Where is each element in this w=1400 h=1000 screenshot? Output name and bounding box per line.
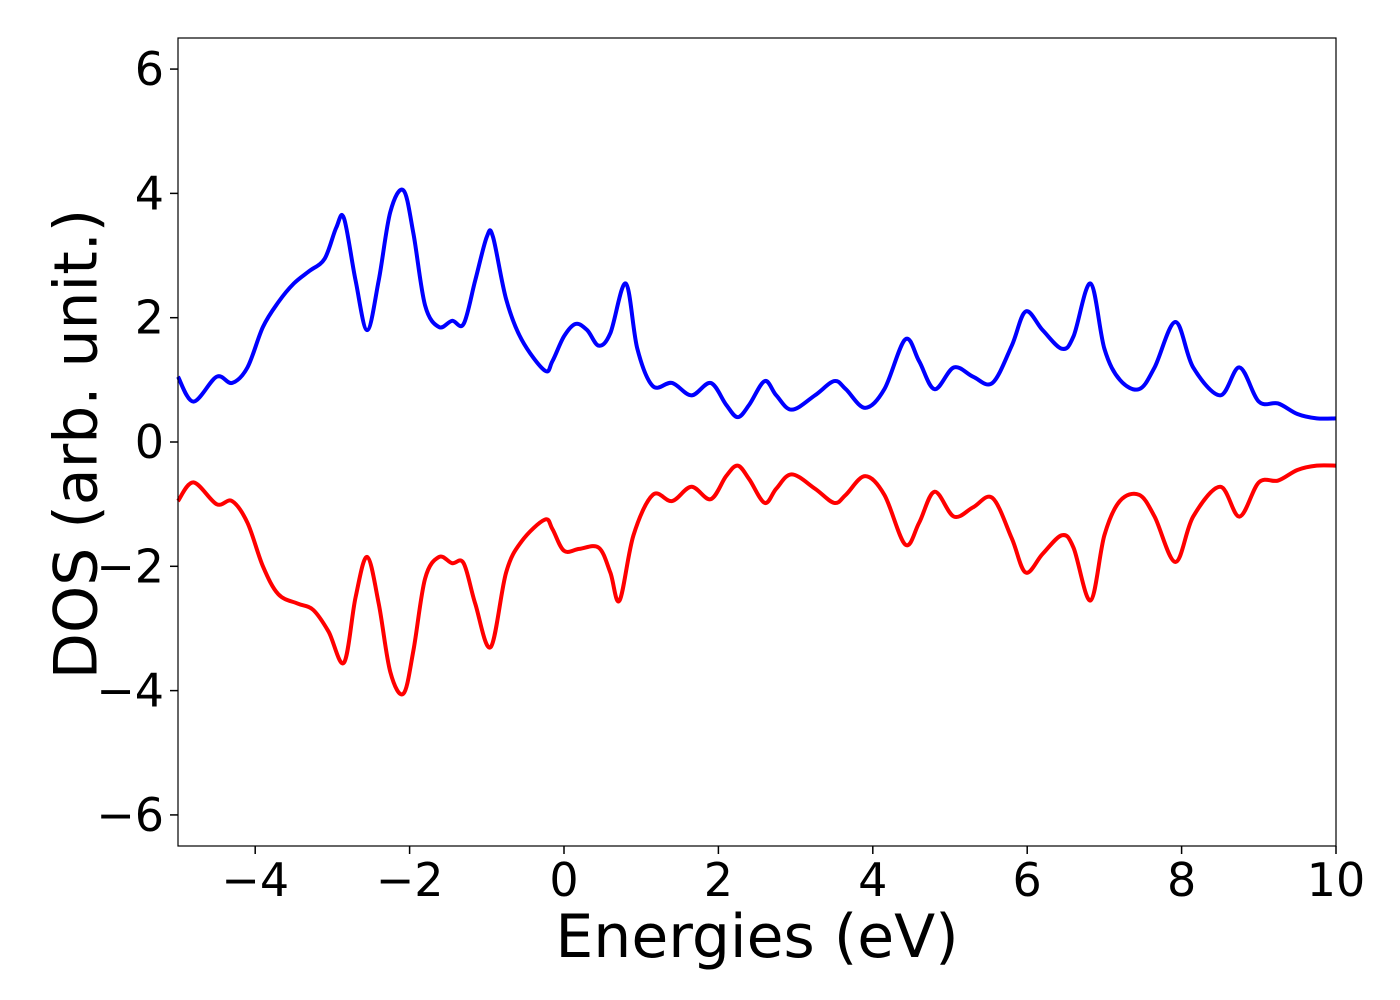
x-tick-label: −2 xyxy=(376,853,444,907)
x-tick-label: 0 xyxy=(549,853,578,907)
dos-line-blue xyxy=(176,187,1337,421)
x-tick-label: 6 xyxy=(1013,853,1042,907)
x-tick-label: 2 xyxy=(704,853,733,907)
x-tick-label: 4 xyxy=(858,853,887,907)
y-axis: −6 −4 −2 0 2 4 6 xyxy=(96,42,178,842)
y-tick-label: 2 xyxy=(135,291,164,345)
y-axis-label: DOS (arb. unit.) xyxy=(42,209,112,679)
x-tick-label: 10 xyxy=(1307,853,1366,907)
x-axis-label: Energies (eV) xyxy=(555,902,958,972)
dos-line-red xyxy=(176,463,1337,697)
y-tick-label: −4 xyxy=(96,664,164,718)
y-tick-label: 6 xyxy=(135,42,164,96)
series-layer xyxy=(176,187,1337,697)
x-tick-label: 8 xyxy=(1167,853,1196,907)
y-tick-label: −2 xyxy=(96,539,164,593)
y-tick-label: 4 xyxy=(135,166,164,220)
y-tick-label: 0 xyxy=(135,415,164,469)
x-tick-label: −4 xyxy=(221,853,289,907)
x-axis: −4 −2 0 2 4 6 8 10 xyxy=(221,846,1365,907)
y-tick-label: −6 xyxy=(96,788,164,842)
